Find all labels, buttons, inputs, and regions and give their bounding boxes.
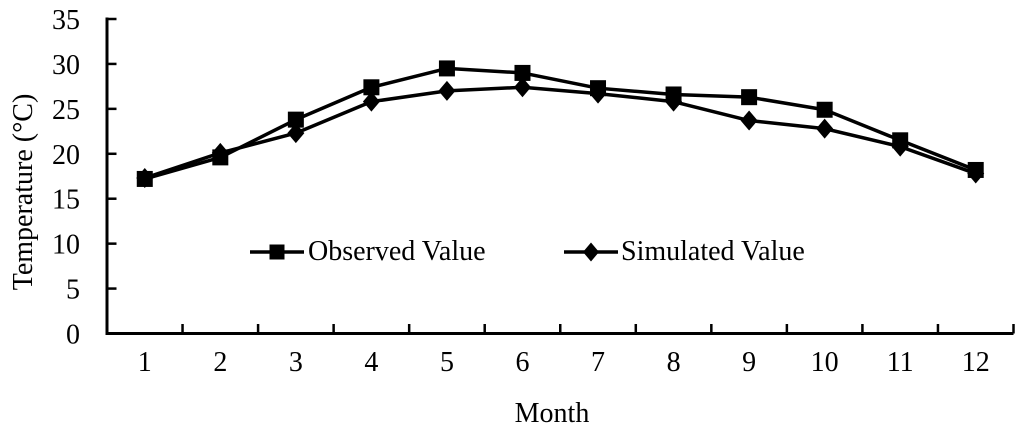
data-point-observed (363, 79, 380, 96)
data-point-simulated (362, 91, 380, 112)
data-point-simulated (287, 123, 305, 144)
data-point-observed (741, 89, 758, 106)
y-tick-label: 15 (52, 185, 80, 216)
y-tick-label: 0 (66, 320, 80, 351)
y-tick-label: 35 (52, 5, 80, 36)
data-point-simulated (211, 142, 229, 163)
x-axis-title: Month (514, 398, 590, 429)
data-point-simulated (740, 110, 758, 131)
y-tick-label: 30 (52, 50, 80, 81)
data-point-simulated (665, 91, 683, 112)
x-tick-label: 12 (962, 347, 990, 378)
data-point-observed (438, 60, 455, 77)
x-tick-label: 8 (667, 347, 681, 378)
y-tick-label: 5 (66, 275, 80, 306)
data-point-simulated (816, 118, 834, 139)
x-tick-label: 6 (515, 347, 529, 378)
x-tick-label: 3 (289, 347, 303, 378)
data-point-observed (816, 101, 833, 118)
series-line-observed (144, 66, 977, 181)
x-tick-label: 7 (591, 347, 605, 378)
legend-label-simulated: Simulated Value (621, 236, 805, 267)
x-tick-label: 2 (213, 347, 227, 378)
x-tick-label: 5 (440, 347, 454, 378)
data-point-observed (514, 64, 531, 81)
x-tick-label: 1 (138, 347, 152, 378)
data-point-simulated (589, 83, 607, 104)
x-tick-label: 9 (742, 347, 756, 378)
legend-key-marker-observed (269, 244, 285, 260)
y-axis-title: Temperature (°C) (8, 93, 39, 291)
series-line-simulated (144, 85, 977, 180)
legend-key-marker-simulated (583, 242, 599, 262)
x-tick-label: 4 (364, 347, 378, 378)
data-point-simulated (136, 168, 154, 189)
y-tick-label: 10 (52, 230, 80, 261)
data-point-simulated (891, 136, 909, 157)
x-tick-label: 10 (811, 347, 839, 378)
y-tick-label: 25 (52, 95, 80, 126)
x-tick-label: 11 (887, 347, 914, 378)
data-point-simulated (967, 163, 985, 184)
data-point-simulated (438, 80, 456, 101)
data-point-simulated (513, 77, 531, 98)
y-tick-label: 20 (52, 140, 80, 171)
legend-label-observed: Observed Value (308, 236, 486, 267)
data-point-observed (287, 111, 304, 128)
